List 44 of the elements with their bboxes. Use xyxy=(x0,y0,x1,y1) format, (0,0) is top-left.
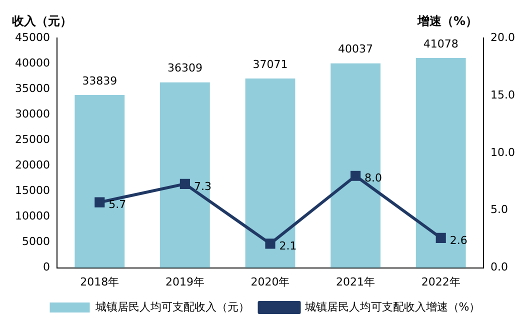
y-tick-label: 20000 xyxy=(14,158,50,172)
data-label: 8.0 xyxy=(364,172,382,185)
data-label: 37071 xyxy=(252,58,288,71)
data-label: 40037 xyxy=(338,42,374,56)
data-label: 2.6 xyxy=(450,234,468,247)
data-label: 36309 xyxy=(167,62,202,75)
y-tick-label: 0 xyxy=(42,260,50,274)
y-tick-label: 30000 xyxy=(14,107,50,120)
bar xyxy=(160,82,210,268)
y2-tick-label: 0.0 xyxy=(490,260,508,274)
x-tick-label: 2022年 xyxy=(421,275,460,288)
data-label: 5.7 xyxy=(108,198,126,212)
y2-tick-label: 5.0 xyxy=(490,203,508,216)
bar xyxy=(416,58,466,268)
bar xyxy=(74,94,125,268)
data-label: 33839 xyxy=(82,74,118,88)
point xyxy=(436,232,446,243)
y-tick-label: 40000 xyxy=(14,56,50,70)
legend-label: 城镇居民人均可支配收入增速（%） xyxy=(304,300,480,314)
y-tick-label: 5000 xyxy=(22,235,50,248)
data-label: 2.1 xyxy=(279,240,297,253)
legend-label: 城镇居民人均可支配收入（元） xyxy=(94,300,250,314)
y-tick-label: 25000 xyxy=(14,132,50,146)
data-label: 7.3 xyxy=(194,180,212,193)
point xyxy=(94,197,105,208)
y2-tick-label: 20.0 xyxy=(490,30,516,44)
y-tick-label: 35000 xyxy=(14,82,50,95)
bar xyxy=(330,63,381,268)
y2-tick-label: 10.0 xyxy=(490,146,516,159)
y-tick-label: 15000 xyxy=(14,184,50,198)
bar xyxy=(245,78,296,268)
x-tick-label: 2020年 xyxy=(250,275,290,288)
point xyxy=(265,238,276,249)
y-tick-label: 45000 xyxy=(14,30,50,44)
point xyxy=(180,178,190,189)
x-tick-label: 2019年 xyxy=(165,275,204,288)
point xyxy=(350,170,361,181)
y-axis-title: 收入（元） xyxy=(12,14,72,28)
data-label: 41078 xyxy=(423,37,458,50)
y2-axis-title: 增速（%） xyxy=(416,14,478,28)
x-tick-label: 2021年 xyxy=(336,275,376,288)
y-tick-label: 10000 xyxy=(14,210,50,223)
x-tick-label: 2018年 xyxy=(80,275,120,288)
y2-tick-label: 15.0 xyxy=(490,88,516,102)
